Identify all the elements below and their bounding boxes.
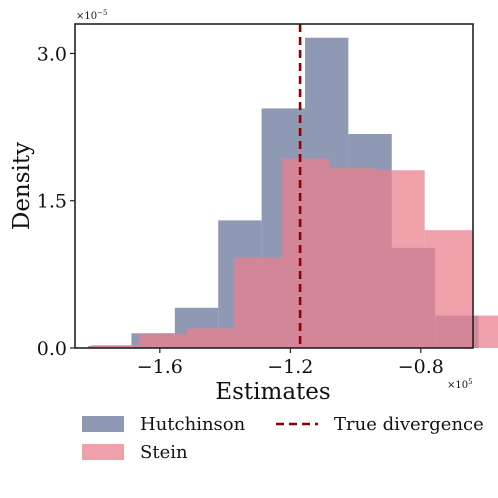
legend-swatch-stein bbox=[82, 444, 124, 460]
legend-label-true-divergence: True divergence bbox=[334, 414, 484, 435]
stein-bar-1 bbox=[138, 334, 187, 348]
plot-frame bbox=[74, 23, 474, 349]
legend: Hutchinson Stein True divergence bbox=[82, 414, 484, 463]
x-tick-label-2: −0.8 bbox=[398, 356, 444, 378]
stein-bar-8 bbox=[472, 315, 498, 348]
stein-bar-2 bbox=[186, 328, 235, 348]
legend-item-hutchinson: Hutchinson bbox=[82, 414, 246, 435]
x-axis-ticks: −1.6 −1.2 −0.8 bbox=[137, 348, 444, 378]
legend-swatch-hutchinson bbox=[82, 416, 124, 432]
stein-bar-7 bbox=[424, 230, 473, 348]
x-tick-label-0: −1.6 bbox=[137, 356, 183, 378]
y-tick-label-2: 3.0 bbox=[37, 43, 67, 65]
legend-label-stein: Stein bbox=[140, 442, 188, 463]
x-exponent-label: ×105 bbox=[447, 378, 473, 391]
histogram-bars bbox=[88, 37, 498, 348]
y-axis-label: Density bbox=[9, 142, 35, 230]
x-tick-label-1: −1.2 bbox=[267, 356, 313, 378]
stein-bar-3 bbox=[234, 257, 282, 348]
stein-bar-6 bbox=[377, 170, 425, 348]
stein-bar-4 bbox=[281, 158, 330, 348]
stein-bar-5 bbox=[329, 168, 378, 348]
legend-item-true-divergence: True divergence bbox=[276, 414, 484, 435]
legend-item-stein: Stein bbox=[82, 442, 188, 463]
legend-label-hutchinson: Hutchinson bbox=[140, 414, 246, 435]
y-exponent-label: ×10−5 bbox=[76, 9, 107, 22]
x-axis-label: Estimates bbox=[215, 379, 330, 405]
stein-bar-0 bbox=[91, 345, 139, 348]
y-tick-label-0: 0.0 bbox=[37, 338, 67, 360]
y-axis-ticks: 0.0 1.5 3.0 bbox=[37, 43, 75, 360]
y-tick-label-1: 1.5 bbox=[37, 191, 67, 213]
